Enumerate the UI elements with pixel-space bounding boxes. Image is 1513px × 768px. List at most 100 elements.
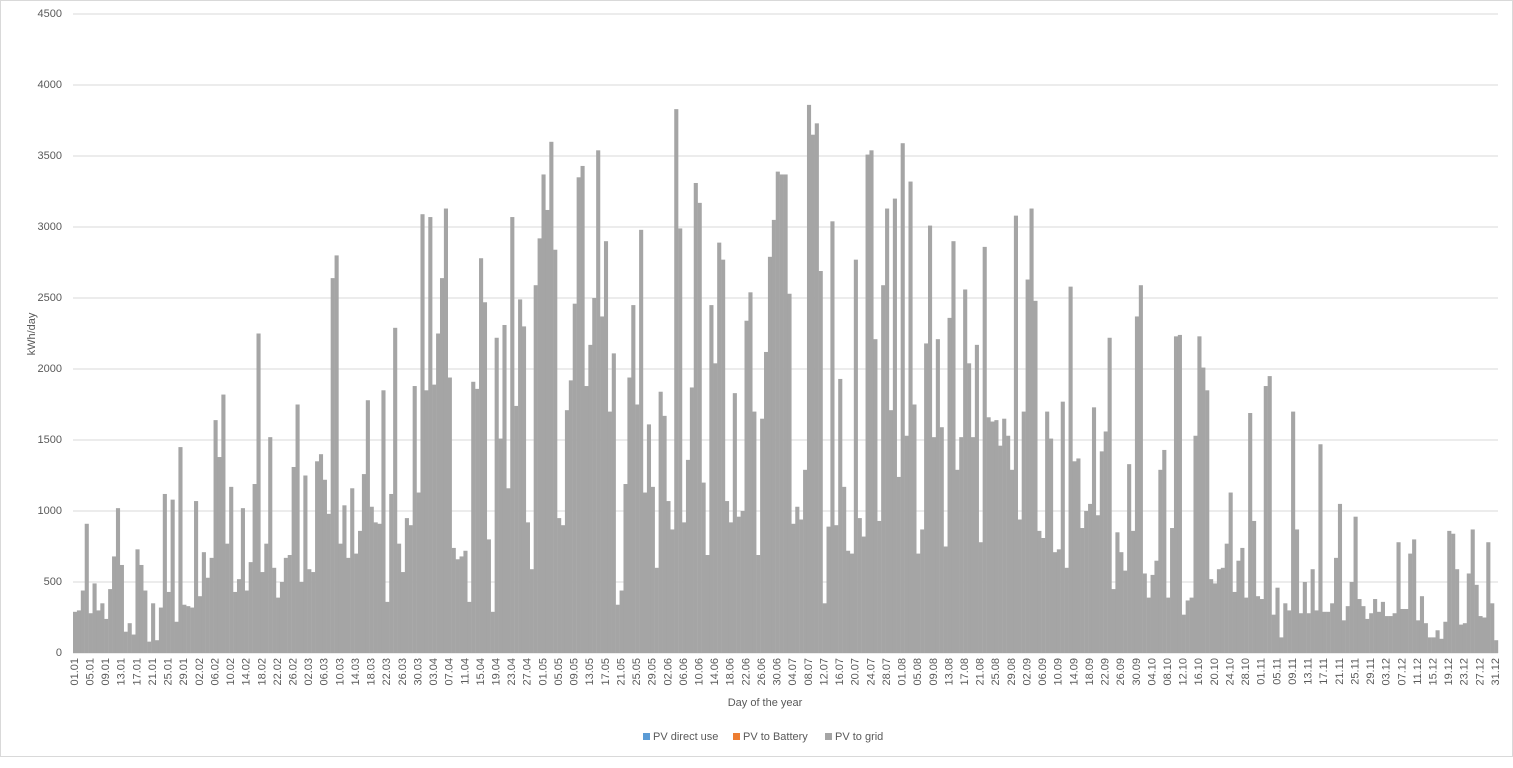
bar-segment xyxy=(1373,599,1378,653)
legend-label: PV direct use xyxy=(653,731,718,743)
bar-segment xyxy=(518,299,523,653)
bar-segment xyxy=(1263,386,1268,653)
x-tick-label: 09.05 xyxy=(569,658,581,686)
bar-segment xyxy=(561,525,566,653)
bar-segment xyxy=(139,564,144,653)
bar-segment xyxy=(760,418,765,653)
bar-segment xyxy=(607,411,612,653)
bar-segment xyxy=(1029,208,1034,654)
bar-segment xyxy=(1185,600,1190,653)
bar-segment xyxy=(787,293,792,653)
bar-segment xyxy=(713,363,718,653)
bar-segment xyxy=(350,488,355,653)
bar-segment xyxy=(1302,582,1307,653)
bar-segment xyxy=(1267,376,1272,653)
bar-segment xyxy=(451,547,456,653)
bar-segment xyxy=(1427,637,1432,653)
bar-segment xyxy=(389,493,394,653)
x-tick-label: 03.12 xyxy=(1381,658,1393,686)
x-tick-label: 18.06 xyxy=(725,658,737,686)
bar-segment xyxy=(1162,449,1167,653)
x-tick-label: 26.09 xyxy=(1115,658,1127,686)
bar-segment xyxy=(397,543,402,653)
x-tick-label: 06.03 xyxy=(319,658,331,686)
bar-segment xyxy=(248,562,253,653)
bars xyxy=(73,104,1499,654)
bar-segment xyxy=(994,420,999,653)
x-tick-label: 04.07 xyxy=(787,658,799,686)
bar-segment xyxy=(1099,451,1104,653)
bar-segment xyxy=(603,241,609,653)
bar-segment xyxy=(685,459,691,653)
x-tick-label: 02.09 xyxy=(1021,658,1033,686)
bar-segment xyxy=(728,522,733,653)
x-tick-label: 05.05 xyxy=(553,658,565,686)
bar-segment xyxy=(1384,616,1389,653)
x-tick-label: 12.07 xyxy=(818,658,830,686)
x-tick-labels: 01.01 05.01 09.01 13.01 17.01 21.01 25.01 29.01… xyxy=(69,658,1502,686)
bar-segment xyxy=(209,557,214,653)
x-tick-label: 25.05 xyxy=(631,658,643,686)
bar-segment xyxy=(775,171,780,653)
bar-segment xyxy=(806,104,812,653)
bar-segment xyxy=(471,381,476,653)
x-tick-label: 22.09 xyxy=(1100,658,1112,686)
bar-segment xyxy=(1455,569,1460,653)
bar-segment xyxy=(311,572,316,653)
bar-segment xyxy=(166,591,171,653)
x-tick-label: 29.01 xyxy=(178,658,190,686)
bar-segment xyxy=(631,305,636,653)
x-tick-label: 19.04 xyxy=(491,658,503,686)
y-tick-label: 4000 xyxy=(38,79,62,91)
x-tick-label: 17.08 xyxy=(959,658,971,686)
bar-segment xyxy=(580,165,585,653)
x-tick-label: 22.06 xyxy=(740,658,752,686)
bar-segment xyxy=(1380,601,1385,653)
bar-segment xyxy=(506,488,511,653)
bar-segment xyxy=(1205,390,1210,653)
x-tick-label: 24.07 xyxy=(865,658,877,686)
bar-segment xyxy=(982,246,987,653)
bar-segment xyxy=(752,411,757,653)
bar-segment xyxy=(1412,539,1417,653)
x-tick-label: 23.04 xyxy=(506,658,518,686)
bar-segment xyxy=(818,271,823,653)
x-tick-label: 01.08 xyxy=(897,658,909,686)
y-tick-label: 0 xyxy=(56,647,62,659)
bar-segment xyxy=(970,437,976,653)
x-tick-label: 31.12 xyxy=(1490,658,1502,686)
bar-segment xyxy=(1045,411,1050,653)
bar-segment xyxy=(365,400,370,653)
bar-segment xyxy=(307,569,312,653)
bar-segment xyxy=(170,499,175,653)
x-tick-label: 14.02 xyxy=(241,658,253,686)
bar-segment xyxy=(1298,613,1303,653)
legend: PV direct use PV to Battery PV to grid xyxy=(643,731,883,743)
bar-segment xyxy=(447,377,452,653)
bar-segment xyxy=(861,536,866,653)
bar-segment xyxy=(572,303,577,653)
bar-segment xyxy=(373,522,378,653)
bar-segment xyxy=(279,582,285,653)
y-tick-label: 2000 xyxy=(38,363,62,375)
bar-segment xyxy=(724,501,730,653)
bar-segment xyxy=(877,520,882,653)
bar-segment xyxy=(467,601,472,653)
bar-segment xyxy=(924,343,929,653)
bar-segment xyxy=(315,461,320,653)
bar-segment xyxy=(771,219,776,653)
x-tick-label: 29.08 xyxy=(1006,658,1018,686)
bar-segment xyxy=(674,109,679,653)
bar-segment xyxy=(1142,573,1147,653)
x-tick-label: 21.05 xyxy=(615,658,627,686)
y-tick-label: 4500 xyxy=(38,8,62,20)
bar-segment xyxy=(963,289,968,653)
bar-segment xyxy=(190,607,195,653)
x-tick-label: 04.10 xyxy=(1146,658,1158,686)
bar-segment xyxy=(1017,519,1022,653)
bar-segment xyxy=(931,437,937,653)
bar-segment xyxy=(1462,623,1467,653)
bar-segment xyxy=(799,519,804,653)
bar-segment xyxy=(1166,597,1171,653)
bar-segment xyxy=(1193,435,1198,653)
